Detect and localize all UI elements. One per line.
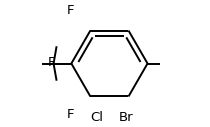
Text: Br: Br: [119, 111, 133, 124]
Text: F: F: [66, 4, 74, 17]
Text: Cl: Cl: [90, 111, 103, 124]
Text: F: F: [48, 56, 56, 69]
Text: F: F: [66, 108, 74, 121]
